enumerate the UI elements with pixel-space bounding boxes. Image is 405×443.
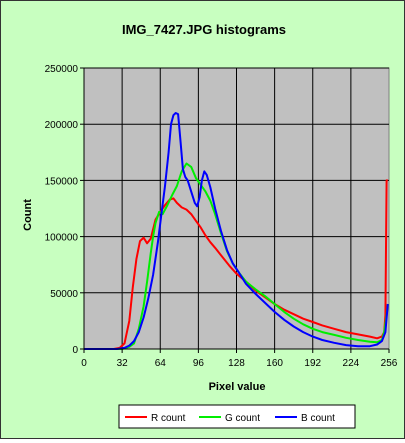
y-tick-label: 100000 — [45, 233, 79, 244]
y-tick-label: 50000 — [50, 289, 78, 300]
y-tick-label: 0 — [72, 345, 78, 356]
axis-ticks: 0 50000 100000 150000 200000 250000 0 32 64 96 128… — [45, 64, 398, 369]
series-line-b — [84, 112, 389, 350]
x-tick-label: 0 — [81, 358, 87, 369]
y-axis-label: Count — [22, 199, 34, 231]
legend: R count G count B count — [118, 404, 356, 429]
series-lines — [84, 112, 389, 350]
x-tick-label: 96 — [193, 358, 205, 369]
x-tick-label: 32 — [117, 358, 129, 369]
x-tick-label: 256 — [381, 358, 398, 369]
legend-label-r: R count — [151, 413, 186, 424]
series-line-g — [84, 162, 389, 350]
x-tick-label: 64 — [155, 358, 167, 369]
y-tick-label: 200000 — [45, 120, 79, 131]
legend-label-g: G count — [225, 413, 260, 424]
y-tick-label: 150000 — [45, 176, 79, 187]
series-line-r — [84, 179, 388, 350]
grid — [84, 67, 389, 349]
x-tick-label: 128 — [228, 358, 245, 369]
x-axis-label: Pixel value — [209, 381, 266, 393]
x-tick-label: 224 — [343, 358, 360, 369]
y-tick-label: 250000 — [45, 64, 79, 75]
x-tick-label: 160 — [266, 358, 283, 369]
chart-title: IMG_7427.JPG histograms — [122, 22, 286, 37]
legend-box — [118, 404, 356, 429]
x-tick-label: 192 — [304, 358, 321, 369]
legend-label-b: B count — [301, 413, 335, 424]
